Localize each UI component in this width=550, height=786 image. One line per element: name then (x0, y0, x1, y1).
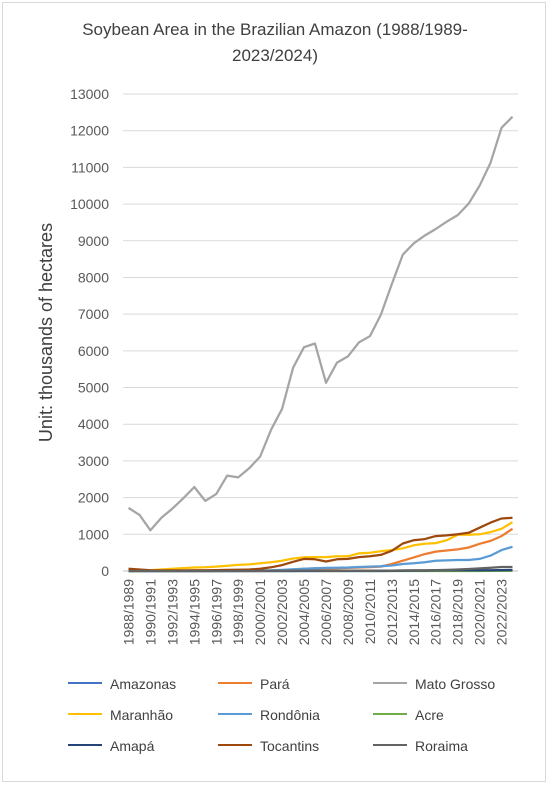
x-tick-label: 1990/1991 (142, 579, 158, 645)
y-tick-label: 3000 (78, 453, 109, 469)
y-tick-label: 6000 (78, 343, 109, 359)
series-line-tocantins (128, 516, 513, 572)
x-tick-label: 1992/1993 (164, 579, 180, 645)
y-tick-label: 4000 (78, 416, 109, 432)
legend-label: Tocantins (260, 738, 320, 754)
y-tick-label: 5000 (78, 380, 109, 396)
x-tick-label: 2014/2015 (406, 579, 422, 645)
x-tick-label: 1998/1999 (230, 579, 246, 645)
legend-swatch (218, 744, 252, 747)
x-tick-label: 2002/2003 (274, 579, 290, 645)
y-tick-label: 11000 (71, 159, 109, 175)
y-tick-label: 12000 (70, 123, 109, 139)
legend-label: Pará (260, 676, 290, 692)
legend-label: Maranhão (110, 707, 174, 723)
y-tick-label: 13000 (70, 86, 109, 102)
x-tick-label: 2020/2021 (472, 579, 488, 645)
series-line-roraima (128, 565, 513, 573)
x-tick-label: 2004/2005 (296, 579, 312, 645)
y-tick-label: 8000 (78, 269, 109, 285)
legend-item: Roraima (373, 738, 468, 754)
x-tick-label: 2018/2019 (450, 579, 466, 645)
legend-swatch (68, 682, 102, 685)
legend-swatch (373, 744, 407, 747)
y-axis-label: Unit: thousands of hectares (36, 223, 56, 442)
y-tick-label: 10000 (70, 196, 109, 212)
chart-title-line-1: Soybean Area in the Brazilian Amazon (19… (82, 20, 468, 39)
x-tick-label: 1996/1997 (208, 579, 224, 645)
legend-label: Amazonas (110, 676, 177, 692)
y-tick-label: 9000 (78, 233, 109, 249)
legend-swatch (68, 713, 102, 716)
legend-item: Maranhão (68, 707, 173, 723)
legend-label: Acre (415, 707, 444, 723)
series-line-mato-grosso (127, 115, 514, 532)
legend-item: Amapá (68, 738, 154, 754)
y-tick-label: 7000 (78, 306, 109, 322)
x-tick-label: 2006/2007 (318, 579, 334, 645)
legend-item: Tocantins (218, 738, 319, 754)
series-line-maranh-o (128, 521, 514, 572)
legend-swatch (68, 744, 102, 747)
chart-title-line-2: 2023/2024) (231, 46, 319, 65)
y-tick-label: 2000 (78, 490, 109, 506)
legend-swatch (218, 682, 252, 685)
x-tick-label: 2016/2017 (428, 579, 444, 645)
x-tick-label: 2010/2011 (362, 579, 378, 644)
legend-item: Mato Grosso (373, 676, 495, 692)
y-tick-label: 0 (101, 563, 109, 579)
y-tick-label: 1000 (78, 526, 109, 542)
legend-swatch (373, 713, 407, 716)
legend-item: Pará (218, 676, 290, 692)
legend-label: Mato Grosso (415, 676, 496, 692)
x-tick-label: 1994/1995 (186, 579, 202, 645)
legend-item: Acre (373, 707, 444, 723)
legend-item: Amazonas (68, 676, 176, 692)
legend-label: Amapá (110, 738, 155, 754)
x-tick-label: 2008/2009 (340, 579, 356, 645)
legend-label: Roraima (415, 738, 468, 754)
x-tick-label: 2000/2001 (252, 579, 268, 645)
x-tick-label: 2012/2013 (384, 579, 400, 645)
legend-item: Rondônia (218, 707, 320, 723)
legend-swatch (218, 713, 252, 716)
legend-swatch (373, 682, 407, 685)
x-tick-label: 1988/1989 (120, 579, 136, 645)
x-tick-label: 2022/2023 (494, 579, 510, 645)
legend-label: Rondônia (260, 707, 320, 723)
